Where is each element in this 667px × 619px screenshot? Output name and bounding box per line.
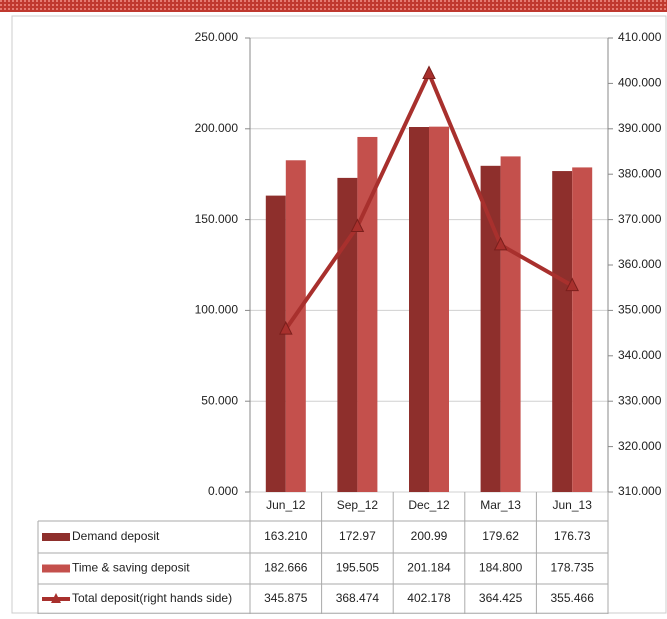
- bar: [480, 165, 501, 493]
- table-cell: 163.210: [264, 529, 308, 543]
- bar: [357, 136, 378, 492]
- bar: [337, 177, 358, 492]
- bar: [429, 126, 449, 493]
- y-tick-label: 100.000: [195, 303, 239, 317]
- table-cell: 368.474: [336, 591, 380, 605]
- bar: [552, 171, 573, 492]
- x-tick-label: Jun_12: [266, 498, 306, 512]
- legend-swatch: [42, 533, 70, 541]
- bar: [265, 195, 286, 492]
- table-cell: 182.666: [264, 561, 308, 575]
- y-tick-label: 200.000: [195, 121, 239, 135]
- y2-tick-label: 390.000: [618, 121, 662, 135]
- legend-swatch: [51, 593, 61, 603]
- y-tick-label: 250.000: [195, 30, 239, 44]
- bar: [572, 167, 593, 492]
- y2-tick-label: 410.000: [618, 30, 662, 44]
- x-tick-label: Dec_12: [408, 498, 450, 512]
- y2-tick-label: 330.000: [618, 393, 662, 407]
- legend-label: Demand deposit: [72, 529, 160, 543]
- table-cell: 178.735: [551, 561, 595, 575]
- table-cell: 179.62: [482, 529, 519, 543]
- marker: [493, 236, 508, 251]
- x-tick-label: Sep_12: [337, 498, 379, 512]
- legend-label: Total deposit(right hands side): [72, 591, 232, 605]
- marker: [565, 277, 580, 292]
- x-tick-label: Mar_13: [480, 498, 521, 512]
- legend-label: Time & saving deposit: [72, 561, 190, 575]
- table-cell: 184.800: [479, 561, 523, 575]
- y2-tick-label: 340.000: [618, 348, 662, 362]
- table-cell: 201.184: [407, 561, 451, 575]
- table-cell: 345.875: [264, 591, 308, 605]
- bar: [409, 127, 429, 492]
- y2-tick-label: 400.000: [618, 76, 662, 90]
- y2-tick-label: 370.000: [618, 212, 662, 226]
- y-tick-label: 150.000: [195, 212, 239, 226]
- x-tick-label: Jun_13: [553, 498, 593, 512]
- y2-tick-label: 350.000: [618, 303, 662, 317]
- marker: [278, 321, 293, 335]
- y2-tick-label: 310.000: [618, 484, 662, 498]
- marker: [350, 218, 365, 233]
- y2-tick-label: 320.000: [618, 439, 662, 453]
- table-cell: 176.73: [554, 529, 591, 543]
- table-cell: 402.178: [407, 591, 451, 605]
- table-cell: 364.425: [479, 591, 523, 605]
- bar: [285, 160, 306, 492]
- frame: [11, 15, 667, 614]
- table-cell: 172.97: [339, 529, 376, 543]
- table-cell: 195.505: [336, 561, 380, 575]
- y2-tick-label: 380.000: [618, 166, 662, 180]
- bar: [500, 156, 521, 492]
- y-tick-label: 0.000: [208, 484, 238, 498]
- table-cell: 200.99: [411, 529, 448, 543]
- marker: [422, 65, 436, 80]
- header-band: [0, 0, 667, 12]
- legend-swatch: [42, 564, 70, 573]
- table-cell: 355.466: [551, 591, 595, 605]
- y2-tick-label: 360.000: [618, 257, 662, 271]
- y-tick-label: 50.000: [201, 393, 238, 407]
